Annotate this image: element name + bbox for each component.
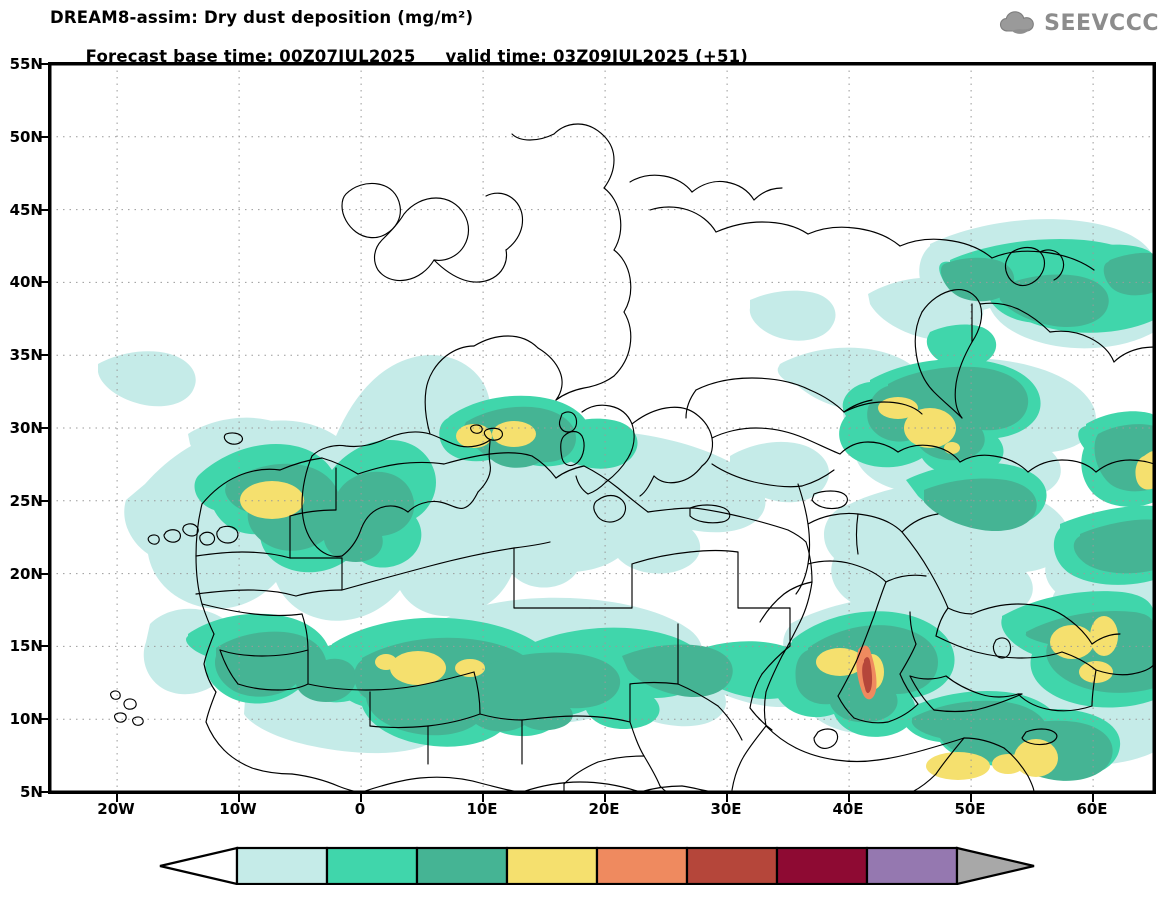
colorbar-segment-500-1000 [775, 846, 869, 885]
lat-label-50n: 50N [9, 127, 43, 146]
map-canvas [50, 64, 1154, 792]
lat-label-45n: 45N [9, 200, 43, 219]
forecast-time-line: Forecast base time: 00Z07JUL2025 valid ti… [50, 28, 748, 85]
lon-label-50e: 50E [954, 800, 986, 818]
lon-label-0: 0 [354, 800, 366, 818]
lat-label-40n: 40N [9, 273, 43, 292]
colorbar-segment-5-10 [415, 846, 509, 885]
lon-label-60e: 60E [1076, 800, 1108, 818]
colorbar: 0.5 2 5 10 50 100 500 1000 1500 [0, 840, 1165, 907]
lon-label-10w: 10W [219, 800, 257, 818]
colorbar-svg [159, 846, 1035, 885]
coastlines-and-borders [110, 123, 1154, 792]
forecast-valid-time: valid time: 03Z09JUL2025 (+51) [445, 47, 749, 66]
lat-label-20n: 20N [9, 564, 43, 583]
cloud-icon [1000, 11, 1034, 34]
forecast-base-time: Forecast base time: 00Z07JUL2025 [85, 47, 416, 66]
page-title: DREAM8-assim: Dry dust deposition (mg/m²… [50, 8, 474, 27]
colorbar-segment-100-500 [685, 846, 779, 885]
lon-label-20e: 20E [588, 800, 620, 818]
colorbar-segment-50-100 [595, 846, 689, 885]
colorbar-segment-0.5-2 [235, 846, 329, 885]
lat-label-5n: 5N [20, 783, 43, 801]
lat-label-10n: 10N [9, 710, 43, 729]
logo-text: SEEVCCC [1044, 10, 1159, 36]
lon-label-20w: 20W [97, 800, 135, 818]
colorbar-segment-1000-1500 [865, 846, 959, 885]
lat-label-30n: 30N [9, 419, 43, 437]
lon-label-30e: 30E [710, 800, 742, 818]
seevccc-logo: SEEVCCC [999, 10, 1159, 36]
lon-label-40e: 40E [832, 800, 864, 818]
lat-label-25n: 25N [9, 491, 43, 510]
map-header: DREAM8-assim: Dry dust deposition (mg/m²… [0, 0, 1165, 66]
lat-label-35n: 35N [9, 346, 43, 365]
lat-label-55n: 55N [9, 55, 43, 73]
colorbar-over-arrow [955, 846, 1035, 885]
colorbar-under-arrow [159, 846, 239, 885]
lat-label-15n: 15N [9, 637, 43, 656]
map-plot-area [48, 62, 1156, 794]
lon-label-10e: 10E [466, 800, 498, 818]
colorbar-segment-2-5 [325, 846, 419, 885]
map-gridlines [50, 64, 1154, 792]
colorbar-segment-10-50 [505, 846, 599, 885]
